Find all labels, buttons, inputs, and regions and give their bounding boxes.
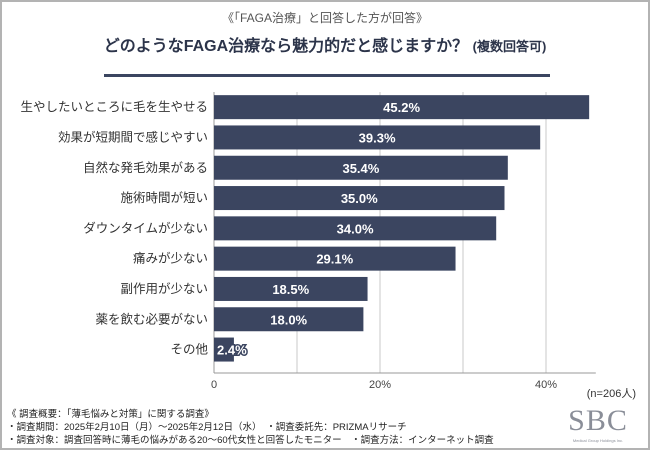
title-underline — [104, 74, 550, 77]
data-label: 2.4% — [217, 343, 247, 358]
bar — [214, 216, 497, 241]
data-label: 45.2% — [383, 100, 420, 115]
note-line: ・調査期間：2025年2月10日（月）～2025年2月12日（水） ・調査委託先… — [7, 422, 407, 433]
data-label: 35.0% — [341, 191, 378, 206]
category-label: 効果が短期間で感じやすい — [58, 129, 208, 144]
category-label: 自然な発毛効果がある — [83, 160, 208, 175]
bar — [214, 337, 234, 362]
bar — [214, 186, 505, 211]
category-label: 施術時間が短い — [120, 190, 208, 205]
logo-text: SBC — [568, 404, 628, 437]
category-label: 副作用が少ない — [120, 281, 208, 296]
data-label: 18.5% — [272, 282, 309, 297]
x-tick-label: 20% — [369, 379, 391, 391]
bar — [214, 276, 368, 301]
data-label: 35.4% — [342, 161, 379, 176]
title-text: どのようなFAGA治療なら魅力的だと感じますか？ — [103, 38, 469, 55]
data-label: 18.0% — [270, 312, 307, 327]
sbc-logo: SBC Medical Group Holdings Inc. — [558, 404, 638, 444]
chart-subtitle: 《「FAGA治療」と回答した方が回答》 — [221, 11, 428, 25]
category-label: ダウンタイムが少ない — [83, 220, 208, 235]
bar — [214, 125, 541, 150]
x-tick-label: 40% — [535, 379, 557, 391]
chart-title: どのようなFAGA治療なら魅力的だと感じますか？ (複数回答可) — [2, 37, 648, 57]
category-label: 生やしたいところに毛を生やせる — [20, 100, 208, 114]
note-line: ・調査対象：調査回答時に薄毛の悩みがある20～60代女性と回答したモニター ・調… — [7, 435, 494, 446]
category-label: 薬を飲む必要がない — [95, 311, 208, 326]
bar — [214, 246, 456, 271]
data-label: 34.0% — [337, 221, 374, 236]
category-label: 痛みが少ない — [133, 251, 208, 266]
data-label: 39.3% — [359, 130, 396, 145]
category-label: その他 — [170, 343, 208, 357]
logo-tagline: Medical Group Holdings Inc. — [572, 438, 624, 443]
bar — [214, 95, 590, 120]
sample-size: (n=206人) — [586, 388, 636, 400]
bar — [214, 307, 364, 332]
title-note: (複数回答可) — [472, 39, 547, 54]
bar — [214, 155, 508, 180]
data-label: 29.1% — [316, 252, 353, 267]
x-tick-label: 0 — [211, 379, 217, 391]
note-line: 《 調査概要：「薄毛悩みと対策」に関する調査》 — [7, 409, 214, 420]
survey-notes: 《 調査概要：「薄毛悩みと対策」に関する調査》 ・調査期間：2025年2月10日… — [7, 408, 537, 447]
